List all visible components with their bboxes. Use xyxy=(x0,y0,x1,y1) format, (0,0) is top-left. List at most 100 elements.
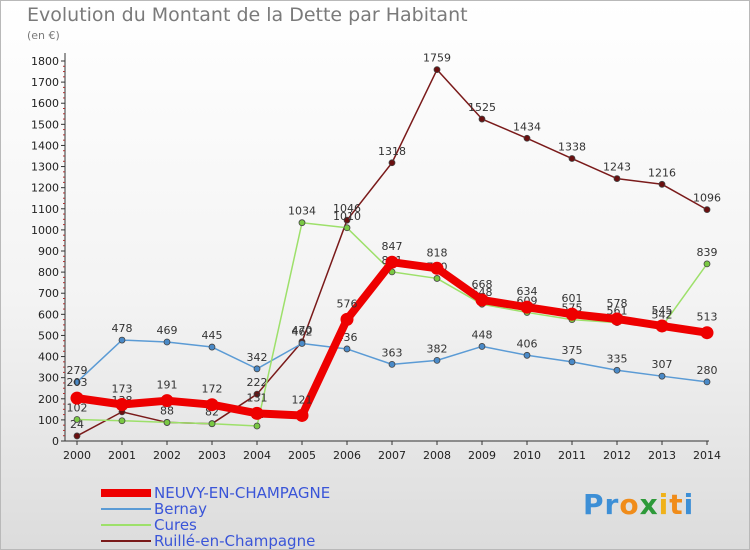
data-point-neuvy-en-champagne xyxy=(115,397,129,411)
legend-label: NEUVY-EN-CHAMPAGNE xyxy=(154,484,331,502)
x-tick-label: 2008 xyxy=(423,449,451,462)
x-tick-label: 2004 xyxy=(243,449,271,462)
y-tick-label: 900 xyxy=(38,245,59,258)
y-tick-label: 300 xyxy=(38,372,59,385)
y-tick-label: 1300 xyxy=(31,161,59,174)
data-point-neuvy-en-champagne xyxy=(205,398,219,412)
data-label-ruille-en-champagne: 470 xyxy=(292,324,313,337)
data-point-bernay xyxy=(118,336,126,344)
x-tick-label: 2001 xyxy=(108,449,136,462)
data-label-neuvy-en-champagne: 131 xyxy=(247,391,268,404)
data-point-neuvy-en-champagne xyxy=(250,406,264,420)
data-point-bernay xyxy=(568,358,576,366)
y-tick-label: 1400 xyxy=(31,139,59,152)
data-point-cures xyxy=(118,417,126,425)
series-line-neuvy-en-champagne xyxy=(73,258,711,420)
data-label-cures: 839 xyxy=(697,246,718,259)
y-tick-label: 200 xyxy=(38,393,59,406)
data-point-neuvy-en-champagne xyxy=(340,312,354,326)
chart-legend: NEUVY-EN-CHAMPAGNE Bernay Cures Ruillé-en-C… xyxy=(101,484,331,550)
data-label-bernay: 279 xyxy=(67,364,88,377)
y-tick-label: 1100 xyxy=(31,203,59,216)
x-tick-label: 2003 xyxy=(198,449,226,462)
data-point-ruille-en-champagne xyxy=(613,175,621,182)
data-point-bernay xyxy=(343,345,351,353)
legend-label: Bernay xyxy=(154,500,207,518)
data-label-bernay: 382 xyxy=(427,342,448,355)
data-point-neuvy-en-champagne xyxy=(520,300,534,314)
data-label-bernay: 335 xyxy=(607,352,628,365)
data-point-ruille-en-champagne xyxy=(568,155,576,162)
data-label-ruille-en-champagne: 1046 xyxy=(333,202,361,215)
y-tick-label: 800 xyxy=(38,266,59,279)
data-point-neuvy-en-champagne xyxy=(700,326,714,340)
data-point-ruille-en-champagne xyxy=(433,66,441,74)
data-point-cures xyxy=(298,219,306,227)
data-point-neuvy-en-champagne xyxy=(610,312,624,326)
data-label-bernay: 280 xyxy=(697,364,718,377)
data-point-cures xyxy=(163,419,171,426)
data-point-cures xyxy=(73,416,81,423)
data-label-neuvy-en-champagne: 173 xyxy=(112,382,133,395)
data-point-cures xyxy=(208,420,216,428)
data-label-neuvy-en-champagne: 172 xyxy=(202,383,223,396)
data-point-bernay xyxy=(388,360,396,368)
data-label-bernay: 342 xyxy=(247,351,268,364)
data-label-neuvy-en-champagne: 191 xyxy=(157,379,178,392)
data-label-bernay: 445 xyxy=(202,329,223,342)
legend-swatch xyxy=(101,508,151,510)
x-tick-label: 2005 xyxy=(288,449,316,462)
data-point-neuvy-en-champagne xyxy=(475,293,489,307)
data-point-bernay xyxy=(613,366,621,374)
data-point-cures xyxy=(433,275,441,282)
data-point-cures xyxy=(703,260,711,268)
data-label-cures: 102 xyxy=(67,401,88,414)
data-label-bernay: 307 xyxy=(652,358,673,371)
data-label-neuvy-en-champagne: 203 xyxy=(67,376,88,389)
data-point-ruille-en-champagne xyxy=(703,206,711,214)
legend-swatch xyxy=(101,540,151,542)
y-tick-label: 600 xyxy=(38,308,59,321)
data-label-ruille-en-champagne: 88 xyxy=(160,404,174,417)
data-label-ruille-en-champagne: 1216 xyxy=(648,166,676,179)
y-tick-label: 1200 xyxy=(31,182,59,195)
data-point-bernay xyxy=(478,343,486,350)
data-label-ruille-en-champagne: 222 xyxy=(247,376,268,389)
data-point-bernay xyxy=(208,343,216,351)
x-tick-label: 2012 xyxy=(603,449,631,462)
x-tick-label: 2006 xyxy=(333,449,361,462)
data-label-ruille-en-champagne: 1759 xyxy=(423,52,451,65)
data-label-neuvy-en-champagne: 576 xyxy=(337,297,358,310)
data-label-bernay: 375 xyxy=(562,344,583,357)
y-tick-label: 1800 xyxy=(31,55,59,68)
data-point-neuvy-en-champagne xyxy=(295,408,309,422)
data-point-neuvy-en-champagne xyxy=(160,394,174,408)
x-tick-label: 2013 xyxy=(648,449,676,462)
data-point-ruille-en-champagne xyxy=(388,159,396,167)
data-point-bernay xyxy=(298,340,306,347)
data-point-bernay xyxy=(253,365,261,373)
data-label-ruille-en-champagne: 24 xyxy=(70,418,84,431)
data-label-neuvy-en-champagne: 818 xyxy=(427,246,448,259)
data-label-ruille-en-champagne: 1434 xyxy=(513,120,541,133)
data-point-neuvy-en-champagne xyxy=(430,261,444,275)
legend-swatch xyxy=(101,524,151,526)
y-tick-label: 700 xyxy=(38,287,59,300)
data-point-ruille-en-champagne xyxy=(343,216,351,224)
data-point-ruille-en-champagne xyxy=(253,390,261,398)
data-label-bernay: 406 xyxy=(517,337,538,350)
data-label-neuvy-en-champagne: 601 xyxy=(562,292,583,305)
data-point-bernay xyxy=(433,356,441,364)
legend-item-ruille-en-champagne: Ruillé-en-Champagne xyxy=(101,532,330,550)
data-label-neuvy-en-champagne: 545 xyxy=(652,304,673,317)
data-label-cures: 542 xyxy=(652,309,673,322)
data-label-bernay: 363 xyxy=(382,346,403,359)
data-label-neuvy-en-champagne: 513 xyxy=(697,311,718,324)
data-label-ruille-en-champagne: 1096 xyxy=(693,192,721,205)
data-point-bernay xyxy=(658,372,666,380)
data-point-cures xyxy=(253,422,261,430)
legend-item-bernay: Bernay xyxy=(101,500,330,518)
x-tick-label: 2007 xyxy=(378,449,406,462)
data-label-cures: 1034 xyxy=(288,205,316,218)
